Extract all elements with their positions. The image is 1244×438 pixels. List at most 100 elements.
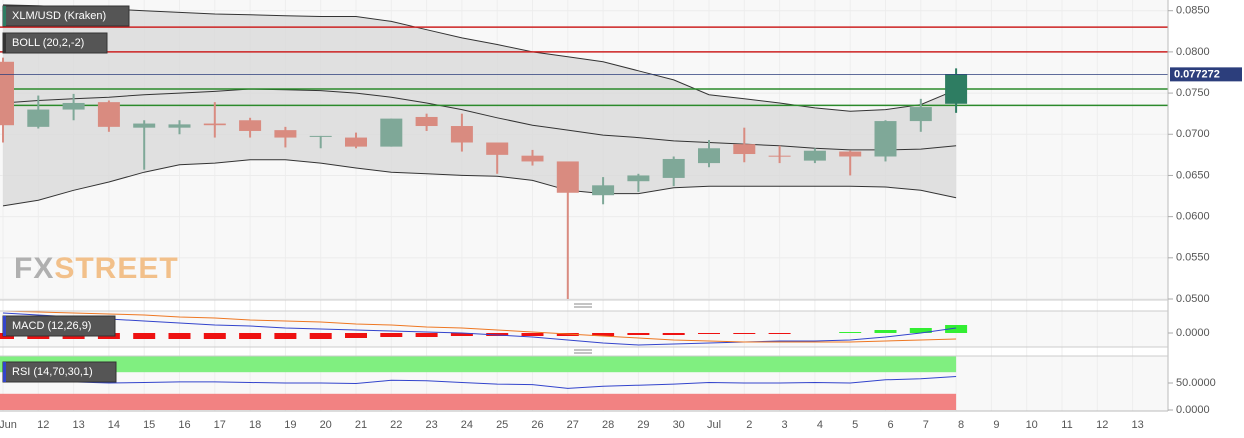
- legend-box: XLM/USD (Kraken): [2, 5, 130, 27]
- candle-body: [627, 175, 650, 182]
- x-tick-label: 22: [390, 419, 402, 431]
- candle-body: [733, 144, 756, 155]
- x-tick-label: 18: [249, 419, 261, 431]
- plot-layer: [0, 0, 1168, 411]
- x-tick-label: 26: [531, 419, 543, 431]
- x-tick-label: 8: [958, 419, 964, 431]
- macd-bar: [415, 333, 438, 337]
- macd-bar: [450, 333, 473, 336]
- candle-body: [909, 107, 932, 122]
- legend-indicator: BOLL (20,2,-2): [12, 37, 84, 49]
- x-tick-label: 12: [1096, 419, 1108, 431]
- x-tick-label: 24: [461, 419, 473, 431]
- x-tick-label: 19: [284, 419, 296, 431]
- x-tick-label: 13: [72, 419, 84, 431]
- macd-bar: [345, 333, 367, 338]
- x-tick-label: Jun: [0, 419, 17, 431]
- macd-bar: [733, 333, 756, 334]
- x-tick-label: 21: [355, 419, 367, 431]
- rsi-zone: [0, 393, 957, 410]
- candle-body: [415, 116, 438, 127]
- candle-body: [662, 158, 685, 178]
- candle-body: [556, 161, 579, 193]
- macd-bar: [274, 333, 297, 339]
- x-tick-label: 25: [496, 419, 508, 431]
- macd-bar: [662, 333, 685, 335]
- x-tick-label: 12: [37, 419, 49, 431]
- legend-indicator: RSI (14,70,30,1): [12, 366, 93, 378]
- x-tick-label: 9: [993, 419, 999, 431]
- macd-bar: [839, 332, 862, 333]
- macd-bar: [945, 325, 968, 333]
- candle-body: [945, 74, 968, 104]
- watermark-street: STREET: [54, 252, 178, 285]
- x-tick-label: 29: [637, 419, 649, 431]
- band-line: [2, 159, 957, 207]
- macd-bar: [521, 333, 544, 336]
- y-tick-label: 0.0700: [1176, 128, 1210, 140]
- x-tick-label: 13: [1131, 419, 1143, 431]
- macd-bar: [874, 330, 897, 333]
- candle-body: [27, 109, 50, 127]
- candle-body: [203, 123, 226, 126]
- last-price-label: 0.077272: [1174, 68, 1220, 80]
- x-tick-label: 16: [178, 419, 190, 431]
- candle-body: [803, 150, 826, 161]
- x-tick-label: 2: [746, 419, 752, 431]
- candle-body: [768, 155, 791, 157]
- macd-bar: [627, 333, 650, 335]
- x-tick-label: 5: [852, 419, 858, 431]
- x-tick-label: 17: [214, 419, 226, 431]
- candle-body: [0, 61, 14, 126]
- candle-body: [274, 130, 297, 138]
- y-tick-label: 0.0650: [1176, 169, 1210, 181]
- candle-body: [97, 102, 120, 127]
- macd-bar: [909, 328, 932, 333]
- x-tick-label: Jul: [707, 419, 721, 431]
- last-price-box: [1170, 67, 1242, 82]
- y-tick-label: 0.0500: [1176, 293, 1210, 305]
- macd-bar: [380, 333, 403, 337]
- macd-bar: [698, 333, 720, 334]
- macd-bar: [768, 333, 791, 334]
- legend-box: BOLL (20,2,-2): [2, 32, 108, 54]
- x-tick-label: 3: [782, 419, 788, 431]
- watermark-fx: FX: [14, 252, 54, 285]
- macd-line: [2, 312, 957, 346]
- candle-body: [380, 118, 403, 147]
- candle-body: [168, 124, 191, 128]
- x-tick-label: 28: [602, 419, 614, 431]
- y-tick-label: 0.0600: [1176, 211, 1210, 223]
- y-tick-label: 0.0000: [1176, 327, 1210, 339]
- candle-body: [592, 185, 615, 196]
- y-tick-label: 50.0000: [1176, 377, 1216, 389]
- legend-title: XLM/USD (Kraken): [12, 10, 106, 22]
- x-tick-label: 7: [923, 419, 929, 431]
- macd-bar: [168, 333, 191, 339]
- y-tick-label: 0.0000: [1176, 404, 1210, 416]
- macd-bar: [592, 333, 615, 336]
- signal-line: [2, 310, 957, 343]
- candle-body: [62, 102, 85, 110]
- y-tick-label: 0.0800: [1176, 46, 1210, 58]
- x-tick-label: 11: [1061, 419, 1072, 431]
- legend-box: MACD (12,26,9): [2, 315, 116, 337]
- y-tick-label: 0.0550: [1176, 252, 1210, 264]
- macd-bar: [239, 333, 262, 339]
- drag-handle[interactable]: [574, 303, 592, 308]
- x-tick-label: 27: [567, 419, 579, 431]
- macd-bar: [133, 333, 156, 339]
- legend-box: RSI (14,70,30,1): [2, 361, 117, 383]
- x-tick-label: 20: [320, 419, 332, 431]
- x-tick-label: 15: [143, 419, 155, 431]
- candle-body: [521, 155, 544, 162]
- legend-indicator: MACD (12,26,9): [12, 320, 91, 332]
- x-tick-label: 10: [1026, 419, 1038, 431]
- candle-body: [698, 148, 720, 164]
- candle-body: [874, 121, 897, 157]
- x-tick-label: 30: [673, 419, 685, 431]
- macd-bar: [309, 333, 332, 339]
- drag-handle[interactable]: [574, 349, 592, 354]
- candle-body: [239, 120, 262, 131]
